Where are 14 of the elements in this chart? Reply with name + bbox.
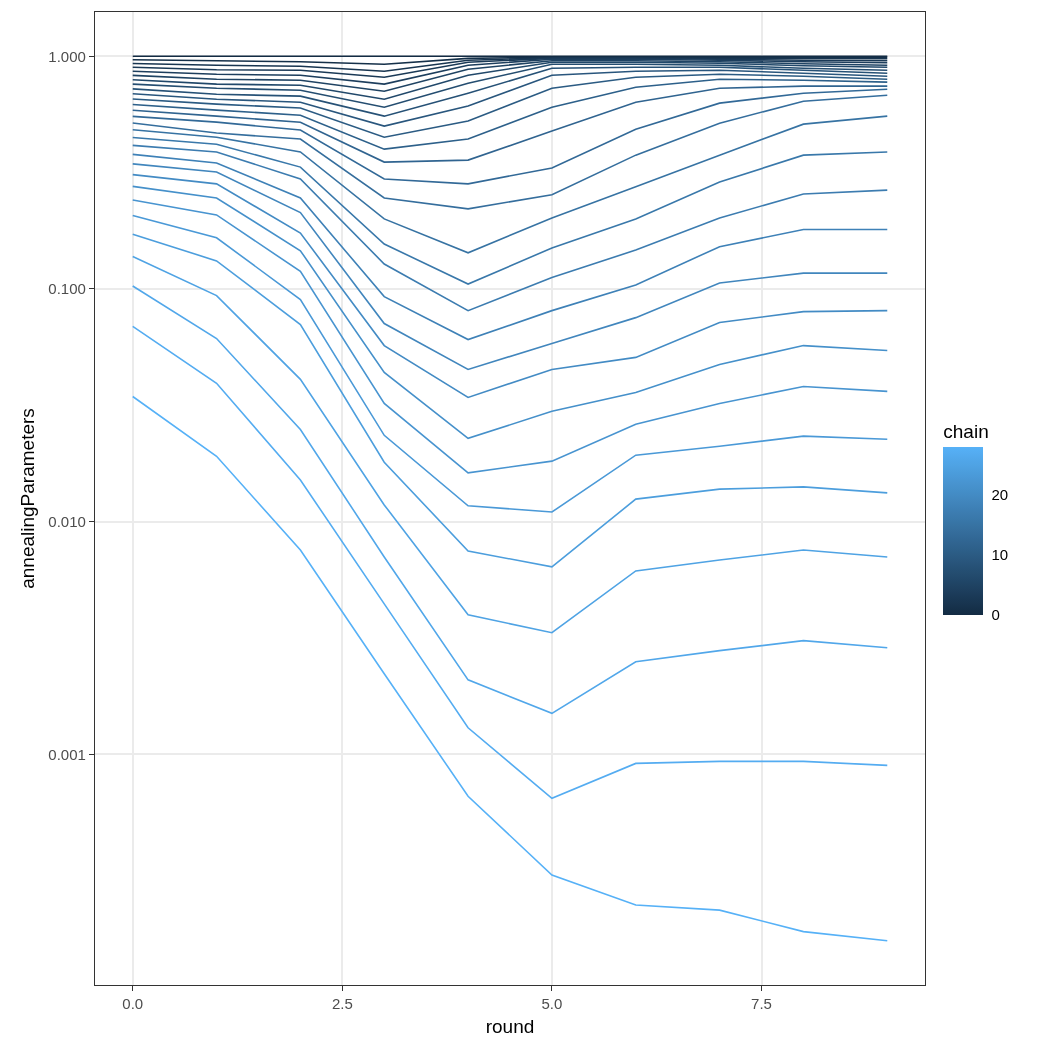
y-axis-title: annealingParameters [17, 408, 39, 589]
x-tick-label: 2.5 [331, 995, 353, 1013]
y-tick-label: 0.010 [48, 512, 86, 530]
y-tick-label: 0.100 [48, 280, 86, 298]
color-bar-title: chain [943, 421, 989, 443]
y-tick-label: 1.000 [48, 47, 86, 65]
color-bar-label: 0 [991, 606, 1000, 624]
color-bar-label: 20 [991, 486, 1009, 504]
color-bar-label: 10 [991, 546, 1009, 564]
x-axis-title: round [485, 1015, 535, 1037]
x-tick-label: 5.0 [541, 995, 563, 1013]
y-tick-label: 0.001 [48, 745, 86, 763]
x-tick-label: 7.5 [751, 995, 772, 1013]
x-tick-label: 0.0 [122, 995, 144, 1013]
